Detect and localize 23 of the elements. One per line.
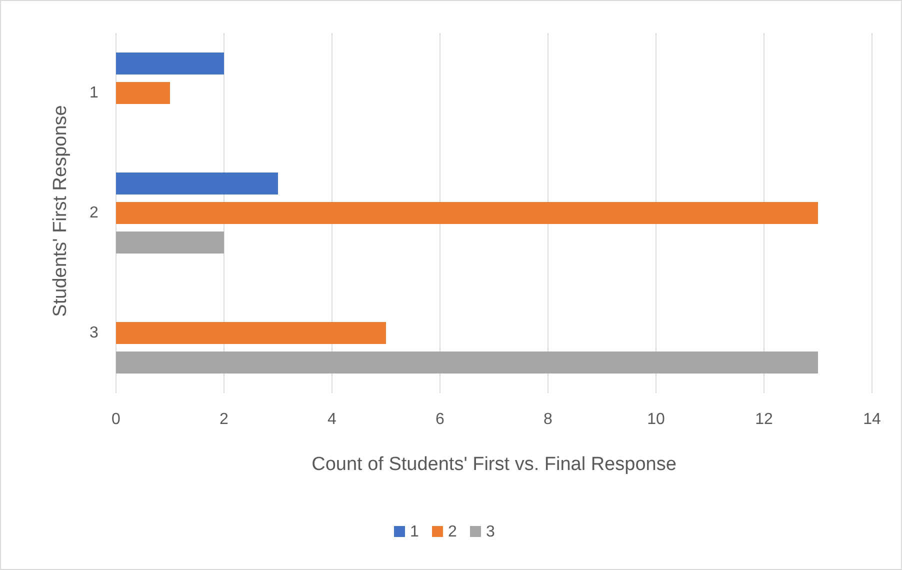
legend-label: 1 xyxy=(410,524,419,540)
bar xyxy=(116,52,224,74)
bar xyxy=(116,82,170,104)
y-tick-label: 3 xyxy=(90,324,99,342)
legend-label: 3 xyxy=(486,524,495,540)
y-tick-label: 2 xyxy=(90,204,99,222)
y-axis-title: Students' First Response xyxy=(50,105,71,317)
x-tick-label: 2 xyxy=(220,411,229,428)
bar xyxy=(116,232,224,254)
bar xyxy=(116,172,278,194)
x-tick-label: 4 xyxy=(328,411,337,428)
x-axis-title: Count of Students' First vs. Final Response xyxy=(312,454,676,475)
x-tick-label: 14 xyxy=(863,411,881,428)
x-tick-label: 8 xyxy=(544,411,553,428)
legend-label: 2 xyxy=(448,524,457,540)
x-tick-label: 10 xyxy=(647,411,665,428)
x-tick-label: 6 xyxy=(436,411,445,428)
x-tick-label: 12 xyxy=(755,411,773,428)
bar xyxy=(116,202,818,224)
bar xyxy=(116,322,386,344)
x-tick-label: 0 xyxy=(112,411,121,428)
y-tick-label: 1 xyxy=(90,84,99,102)
bar xyxy=(116,352,818,374)
